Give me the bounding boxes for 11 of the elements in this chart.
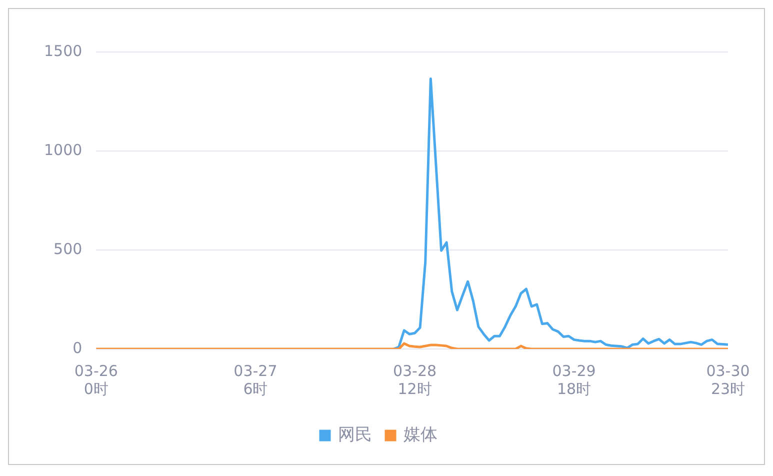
x-tick-label: 03-30 23时 <box>706 362 750 398</box>
y-tick-label: 1000 <box>44 140 82 159</box>
y-tick-label: 1500 <box>44 42 82 60</box>
x-tick-label: 03-29 18时 <box>552 362 596 398</box>
x-tick-label: 03-26 0时 <box>74 362 118 398</box>
legend-label: 媒体 <box>404 424 438 445</box>
legend-label: 网民 <box>338 424 372 445</box>
y-tick-label: 500 <box>54 240 82 258</box>
y-tick-label: 0 <box>72 338 82 357</box>
x-tick-label: 03-28 12时 <box>392 362 437 398</box>
x-tick-label: 03-27 6时 <box>234 362 278 398</box>
